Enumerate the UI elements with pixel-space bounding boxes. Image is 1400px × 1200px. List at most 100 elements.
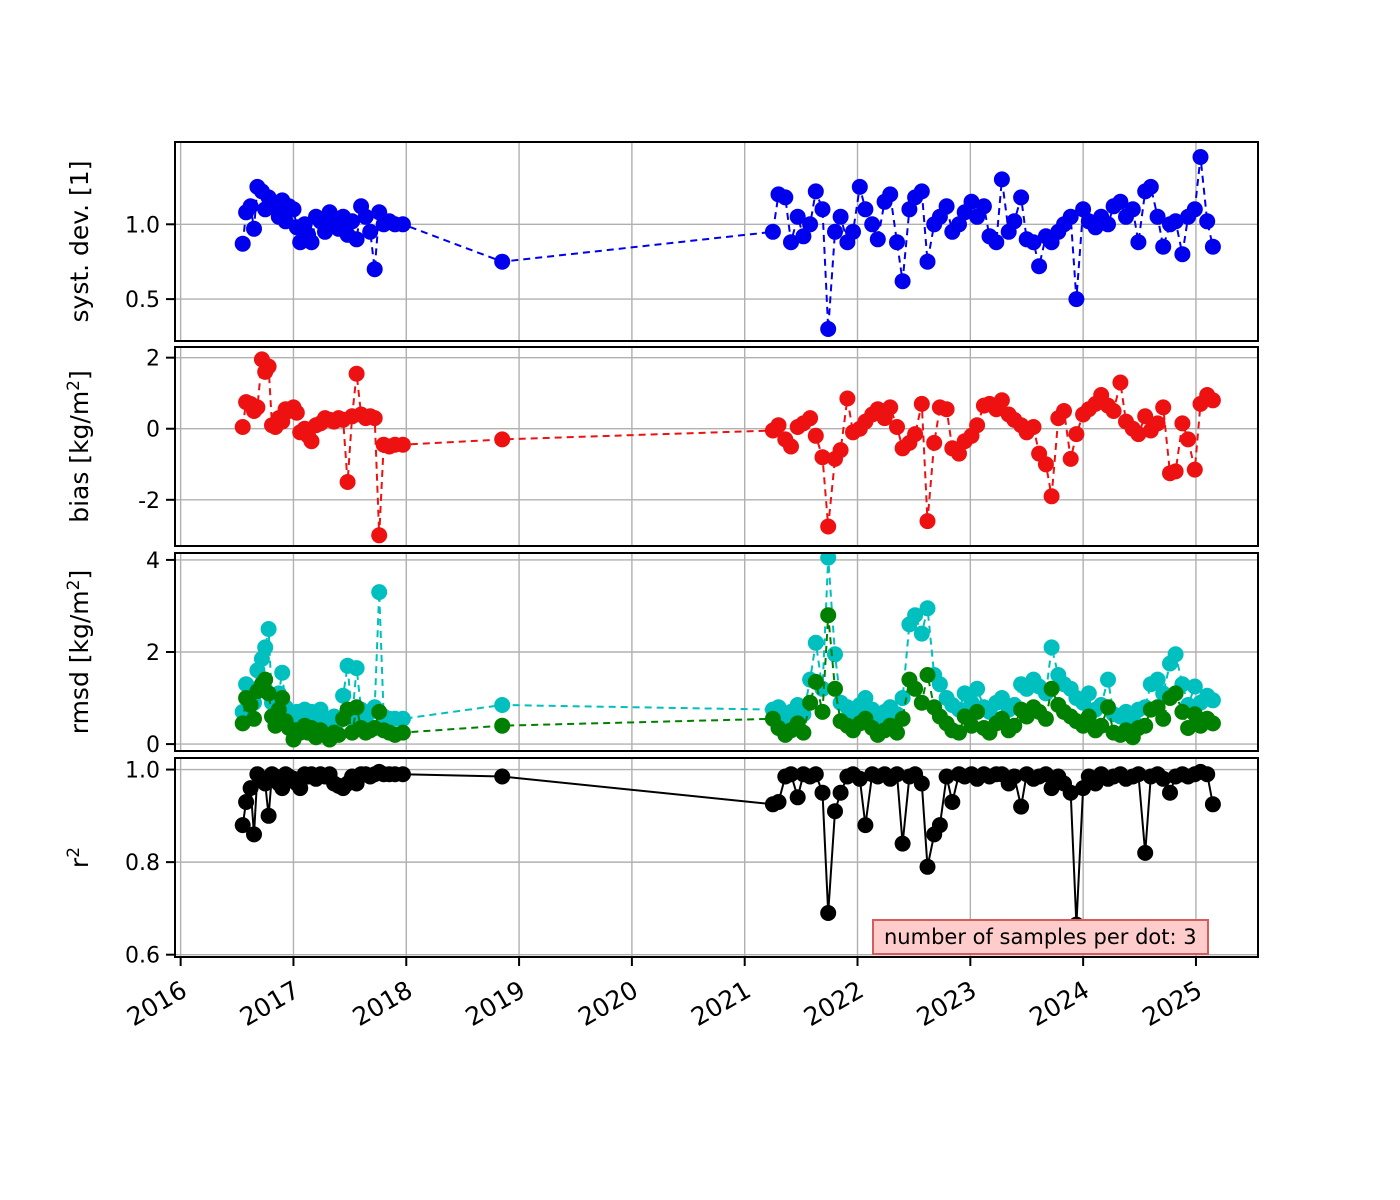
data-point-syst-dev: [1013, 189, 1030, 206]
data-point-r2: [246, 826, 262, 843]
data-point-r2: [1204, 796, 1221, 813]
data-point-bias: [882, 399, 899, 416]
data-point-bias: [926, 434, 943, 451]
data-point-bias: [807, 427, 824, 444]
data-point-r2: [913, 775, 930, 792]
data-point-r2: [814, 784, 831, 801]
data-point-syst-dev: [1031, 258, 1048, 275]
data-point-syst-dev: [366, 261, 383, 278]
data-point-syst-dev: [919, 253, 936, 270]
data-point-syst-dev: [494, 253, 511, 270]
data-point-r2: [1037, 766, 1054, 783]
data-point-r2: [889, 766, 905, 783]
y-axis-label-r2: r2: [64, 847, 94, 868]
data-point-syst-dev: [963, 193, 980, 210]
data-point-r2: [1062, 784, 1079, 801]
data-point-r2: [292, 780, 309, 797]
data-point-syst-dev: [832, 208, 849, 225]
series-line-syst-dev: [241, 156, 1214, 330]
data-point-bias: [366, 410, 383, 427]
data-point-syst-dev: [321, 204, 338, 221]
data-point-syst-dev: [901, 201, 918, 218]
data-point-bias: [394, 436, 411, 453]
series-layer-bias: [234, 351, 1221, 544]
data-point-r2: [1199, 766, 1216, 783]
data-point-r2: [857, 817, 874, 834]
data-point-syst-dev: [889, 234, 905, 251]
data-point-bias: [907, 426, 924, 443]
data-point-rmsd-green: [246, 710, 262, 727]
data-point-bias: [494, 431, 511, 448]
data-point-syst-dev: [1149, 208, 1166, 225]
data-point-rmsd-cyan: [394, 710, 411, 727]
data-point-bias: [1043, 488, 1060, 505]
data-point-syst-dev: [814, 201, 831, 218]
data-point-bias: [1025, 419, 1042, 435]
x-tick-label: 2018: [348, 975, 418, 1032]
data-point-r2: [807, 766, 824, 783]
data-point-rmsd-green: [348, 699, 365, 716]
data-point-syst-dev: [1167, 213, 1184, 230]
y-tick-label: 0: [146, 418, 160, 443]
data-point-bias: [1105, 403, 1122, 419]
data-point-syst-dev: [894, 273, 911, 290]
data-point-bias: [951, 445, 967, 462]
data-point-rmsd-green: [494, 717, 511, 734]
data-point-r2: [234, 817, 251, 834]
panel-systdev: 0.5 1.0 syst. dev. [1]: [65, 141, 1259, 342]
data-point-r2: [832, 784, 849, 801]
series-layer-rmsd: [234, 553, 1221, 748]
data-point-rmsd-green: [1155, 710, 1172, 727]
data-point-rmsd-green: [257, 671, 274, 688]
y-tick-label: 0.6: [125, 944, 160, 969]
data-point-rmsd-green: [1080, 708, 1097, 725]
data-point-syst-dev: [975, 198, 992, 215]
data-point-bias: [1149, 415, 1166, 432]
data-point-rmsd-cyan: [348, 660, 365, 677]
data-point-r2: [931, 817, 948, 834]
data-point-rmsd-green: [913, 694, 930, 711]
data-point-rmsd-green: [394, 724, 411, 741]
data-point-rmsd-green: [1093, 717, 1110, 734]
x-tick-label: 2023: [912, 975, 982, 1032]
data-point-rmsd-green: [1043, 680, 1060, 697]
data-point-bias: [832, 442, 849, 459]
data-point-syst-dev: [882, 186, 899, 203]
data-point-bias: [1068, 426, 1085, 443]
data-point-rmsd-cyan: [913, 625, 930, 642]
data-point-rmsd-green: [1006, 717, 1023, 734]
data-point-bias: [249, 399, 266, 416]
data-point-bias: [1056, 403, 1072, 419]
data-point-rmsd-green: [1037, 710, 1054, 727]
data-point-rmsd-cyan: [807, 634, 824, 651]
data-point-syst-dev: [869, 231, 886, 248]
data-point-syst-dev: [1186, 201, 1203, 218]
series-layer-r2: [234, 763, 1221, 933]
data-point-syst-dev: [1062, 208, 1079, 225]
panel-rmsd: 0 2 4 rmsd [kg/m2]: [64, 549, 1259, 758]
data-point-syst-dev: [777, 189, 794, 206]
data-point-r2: [494, 768, 511, 785]
data-point-bias: [371, 527, 388, 544]
data-point-rmsd-cyan: [993, 690, 1010, 706]
data-point-syst-dev: [938, 198, 955, 215]
data-point-syst-dev: [1006, 213, 1023, 230]
data-point-rmsd-cyan: [1080, 685, 1097, 702]
data-point-rmsd-green: [1174, 703, 1191, 720]
data-point-syst-dev: [303, 234, 320, 251]
data-point-syst-dev: [845, 223, 861, 240]
data-point-rmsd-green: [1204, 715, 1221, 732]
data-point-rmsd-green: [951, 724, 967, 741]
y-tick-label: 0.8: [125, 851, 160, 876]
data-point-bias: [339, 474, 356, 490]
data-point-syst-dev: [851, 178, 868, 195]
data-point-syst-dev: [1130, 234, 1147, 251]
data-point-r2: [783, 766, 799, 783]
panel-r2: 0.6 0.8 1.0 r2: [64, 757, 1259, 969]
data-point-rmsd-green: [907, 680, 924, 697]
data-point-rmsd-cyan: [494, 697, 511, 713]
data-point-syst-dev: [1204, 238, 1221, 255]
data-point-bias: [802, 410, 819, 427]
